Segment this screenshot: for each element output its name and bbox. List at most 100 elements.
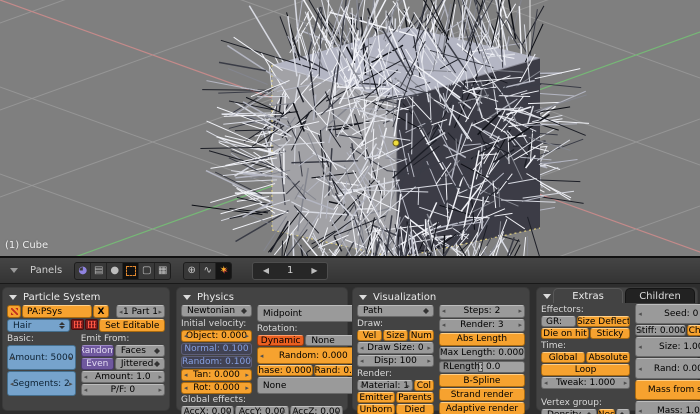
adaptive-render-toggle[interactable]: Adaptive render bbox=[438, 402, 525, 414]
dropdown-arrows-icon bbox=[422, 308, 430, 314]
mass-field[interactable]: Mass: 1.00 bbox=[635, 400, 700, 414]
size-toggle[interactable]: Size bbox=[382, 330, 408, 341]
neg-toggle[interactable]: Neg bbox=[598, 409, 616, 414]
collapse-triangle-icon[interactable] bbox=[543, 294, 551, 299]
scene-context-icon[interactable] bbox=[155, 263, 170, 279]
accz-field[interactable]: AccZ: 0.00 bbox=[289, 406, 343, 414]
physics-subcontext-icon[interactable] bbox=[200, 262, 217, 279]
viewport-3d[interactable]: (1) Cube bbox=[0, 0, 700, 256]
stiff-field[interactable]: Stiff: 0.000 bbox=[635, 325, 687, 337]
steps-field[interactable]: Steps: 2 bbox=[438, 305, 525, 318]
accx-field[interactable]: AccX: 0.00 bbox=[181, 406, 235, 414]
tweak-field[interactable]: Tweak: 1.000 bbox=[541, 377, 631, 389]
visualization-mode-dropdown[interactable]: Path bbox=[357, 305, 434, 317]
particle-type-dropdown[interactable]: Hair bbox=[7, 319, 71, 332]
pf-field[interactable]: P/F: 0 bbox=[80, 384, 165, 396]
even-toggle[interactable]: Even bbox=[80, 358, 114, 370]
disp-field[interactable]: Disp: 100 bbox=[357, 355, 434, 367]
part-spinner[interactable]: 1 Part 1 bbox=[116, 305, 165, 318]
panels-menu[interactable]: Panels bbox=[30, 265, 63, 276]
dropdown-arrows-icon bbox=[59, 322, 66, 329]
tangent-rot-field[interactable]: Rot: 0.000 bbox=[181, 382, 252, 394]
buttons-window: Particle System PA:PSys X 1 Part 1 Hair … bbox=[0, 284, 700, 414]
material-field[interactable]: Material: 1 bbox=[357, 380, 413, 391]
panel-header-physics[interactable]: Physics bbox=[181, 290, 343, 304]
panel-header-particle-system[interactable]: Particle System bbox=[7, 290, 165, 304]
absolute-toggle[interactable]: Absolute bbox=[586, 352, 631, 363]
tab-extras[interactable]: Extras bbox=[553, 288, 623, 303]
gr-field[interactable]: GR: bbox=[541, 316, 577, 327]
vgroup-menu-button[interactable] bbox=[616, 409, 631, 414]
normal-velocity-field[interactable]: Normal: 0.100 bbox=[181, 343, 252, 355]
rand-field[interactable]: Rand: 0.000 bbox=[635, 358, 700, 379]
vertex-group-dropdown[interactable]: Density bbox=[541, 409, 598, 414]
draw-size-field[interactable]: Draw Size: 0 bbox=[357, 342, 434, 354]
collapse-triangle-icon[interactable] bbox=[9, 294, 17, 300]
emitter-toggle[interactable]: Emitter bbox=[357, 392, 395, 403]
sticky-toggle[interactable]: Sticky bbox=[589, 328, 631, 339]
dynamic-toggle[interactable]: Dynamic bbox=[256, 335, 305, 346]
visualization-mode-value: Path bbox=[363, 306, 383, 316]
integrator-dropdown[interactable]: Newtonian bbox=[181, 305, 252, 317]
size-field[interactable]: Size: 1.00 bbox=[635, 337, 700, 358]
frame-number-spinner[interactable]: ◀ 1 ▶ bbox=[252, 261, 329, 280]
particle-type-value: Hair bbox=[13, 320, 32, 331]
particle-red-icon-a[interactable] bbox=[71, 319, 85, 330]
phase-field[interactable]: hase: 0.000 bbox=[256, 365, 313, 376]
col-toggle[interactable]: Col bbox=[413, 380, 434, 391]
max-length-field[interactable]: Max Length: 0.000 bbox=[438, 346, 525, 360]
abs-length-toggle[interactable]: Abs Length bbox=[438, 332, 525, 346]
collapse-triangle-icon[interactable] bbox=[359, 294, 367, 300]
particle-name-field[interactable]: PA:PSys bbox=[22, 305, 93, 318]
parents-toggle[interactable]: Parents bbox=[395, 392, 434, 403]
slider-knob-icon[interactable] bbox=[477, 361, 483, 373]
script-context-icon[interactable] bbox=[91, 262, 108, 279]
frame-next-icon[interactable]: ▶ bbox=[311, 266, 318, 275]
particle-subcontext-icon[interactable] bbox=[216, 262, 232, 279]
mass-from-size-toggle[interactable]: Mass from size bbox=[635, 379, 700, 400]
object-velocity-field[interactable]: Object: 0.000 bbox=[181, 330, 252, 342]
shading-context-icon[interactable] bbox=[107, 262, 124, 279]
bspline-toggle[interactable]: B-Spline bbox=[438, 374, 525, 388]
logic-context-icon[interactable] bbox=[75, 262, 92, 279]
object-context-icon[interactable] bbox=[123, 262, 140, 279]
tab-children[interactable]: Children bbox=[625, 288, 695, 303]
datablock-browse-icon[interactable] bbox=[7, 305, 21, 318]
editing-context-icon[interactable] bbox=[139, 262, 156, 279]
unlink-button[interactable]: X bbox=[93, 305, 110, 318]
random-velocity-field[interactable]: Random: 0.100 bbox=[181, 356, 252, 368]
die-on-hit-toggle[interactable]: Die on hit bbox=[541, 328, 589, 339]
object-subcontext-icon[interactable] bbox=[184, 262, 201, 279]
effectors-label: Effectors: bbox=[541, 305, 584, 315]
global-toggle[interactable]: Global bbox=[541, 352, 586, 363]
draw-label: Draw: bbox=[357, 319, 384, 329]
strand-render-toggle[interactable]: Strand render bbox=[438, 388, 525, 402]
amount-field[interactable]: Amount: 5000 bbox=[7, 345, 76, 370]
seed-field[interactable]: Seed: 0 bbox=[635, 304, 700, 325]
unborn-toggle[interactable]: Unborn bbox=[357, 404, 395, 414]
children-toggle[interactable]: Children bbox=[687, 325, 700, 337]
active-object-label: (1) Cube bbox=[5, 240, 49, 251]
jitter-amount-field[interactable]: Amount: 1.0 bbox=[80, 371, 165, 383]
tangent-velocity-field[interactable]: Tan: 0.000 bbox=[181, 369, 252, 381]
loop-toggle[interactable]: Loop bbox=[541, 364, 631, 376]
accy-field[interactable]: AccY: 0.00 bbox=[235, 406, 289, 414]
render-steps-field[interactable]: Render: 3 bbox=[438, 318, 525, 332]
set-editable-button[interactable]: Set Editable bbox=[99, 319, 165, 332]
frame-prev-icon[interactable]: ◀ bbox=[262, 266, 269, 275]
vel-toggle[interactable]: Vel bbox=[357, 330, 382, 341]
segments-field[interactable]: Segments: 2 bbox=[7, 371, 76, 396]
size-deflect-toggle[interactable]: Size Deflect bbox=[577, 316, 631, 327]
particle-red-icon-b[interactable] bbox=[85, 319, 99, 330]
rlength-slider[interactable]: RLength: 0.0 bbox=[438, 360, 525, 374]
basic-label: Basic: bbox=[7, 334, 34, 344]
num-toggle[interactable]: Num bbox=[408, 330, 434, 341]
panel-header-visualization[interactable]: Visualization bbox=[357, 290, 525, 304]
editor-menu-icon[interactable] bbox=[10, 268, 18, 273]
collapse-triangle-icon[interactable] bbox=[183, 294, 191, 300]
distribution-dropdown[interactable]: Jittered bbox=[114, 358, 165, 370]
random-toggle[interactable]: Random bbox=[80, 345, 114, 357]
died-toggle[interactable]: Died bbox=[395, 404, 434, 414]
emit-from-dropdown[interactable]: Faces bbox=[114, 345, 165, 357]
dropdown-arrows-icon bbox=[586, 412, 593, 414]
